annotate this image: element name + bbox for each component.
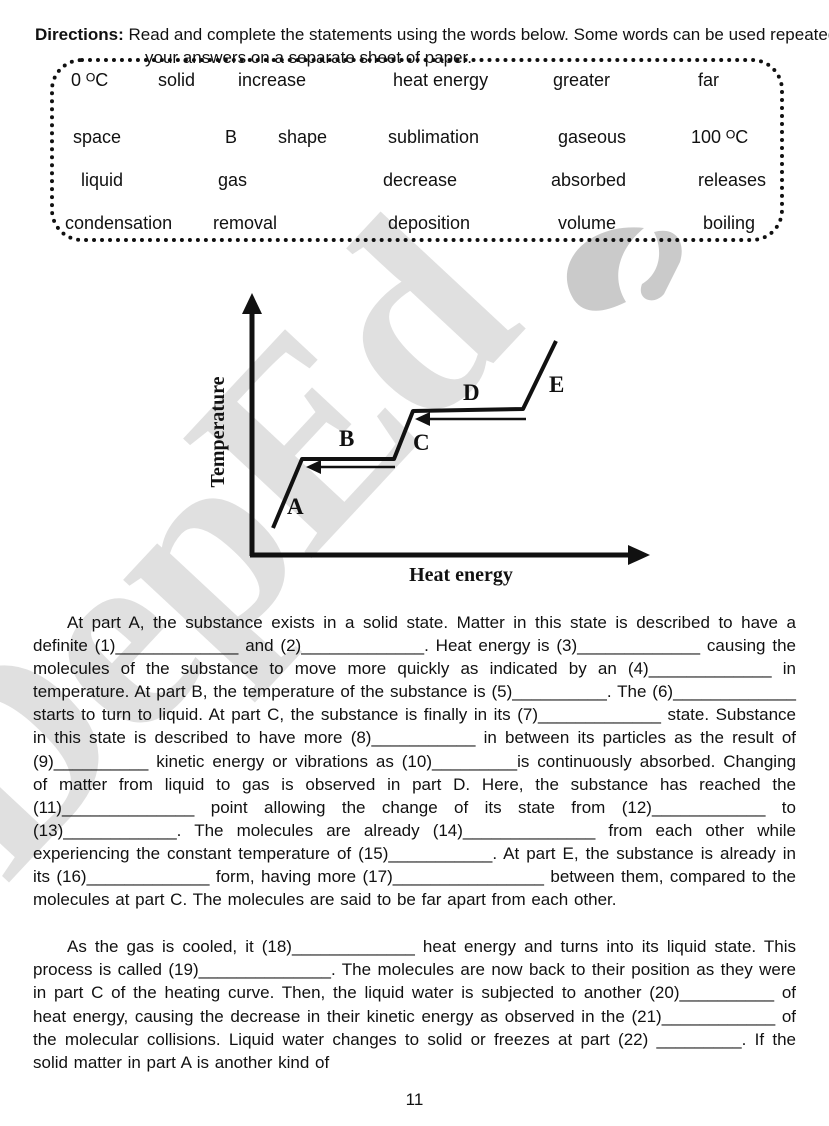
word-bank-item: sublimation (388, 127, 480, 147)
word-bank: 0 ᴼC solid increase heat energy greater … (50, 58, 784, 242)
word-bank-item: greater (553, 70, 611, 90)
word-bank-item: absorbed (551, 170, 627, 190)
curve-label-a: A (287, 494, 304, 519)
heating-curve-plot: A B C D E Temperature Heat energy (207, 293, 650, 586)
y-axis-title: Temperature (207, 376, 229, 487)
x-axis-title: Heat energy (409, 564, 513, 586)
word-bank-item: 0 ᴼC (71, 70, 109, 90)
word-bank-item: space (73, 127, 122, 147)
word-bank-item: shape (278, 127, 328, 147)
word-bank-item: decrease (383, 170, 458, 190)
word-bank-item: 100 ᴼC (691, 127, 749, 147)
paragraph-2: As the gas is cooled, it (18)___________… (33, 937, 796, 1072)
directions-text: Read and complete the statements using t… (123, 25, 829, 67)
word-bank-item: boiling (703, 213, 756, 233)
directions: Directions: Read and complete the statem… (35, 23, 829, 69)
word-bank-item: increase (238, 70, 307, 90)
heating-curve-line (271, 340, 558, 529)
word-bank-item: gas (218, 170, 248, 190)
word-bank-item: liquid (81, 170, 124, 190)
word-bank-item: gaseous (558, 127, 627, 147)
directions-label: Directions: (35, 25, 124, 44)
reverse-arrow-2-head-icon (415, 412, 430, 426)
reverse-arrow-1-head-icon (306, 460, 321, 474)
word-bank-item: deposition (388, 213, 471, 233)
heating-curve-diagram: A B C D E Temperature Heat energy (180, 288, 660, 590)
y-axis-arrow-icon (242, 293, 262, 314)
curve-label-c: C (413, 430, 430, 455)
word-bank-item: heat energy (393, 70, 489, 90)
word-bank-item: B (225, 127, 238, 147)
word-bank-item: solid (158, 70, 196, 90)
body-text: At part A, the substance exists in a sol… (33, 611, 796, 1074)
word-bank-item: releases (698, 170, 767, 190)
curve-label-d: D (463, 380, 480, 405)
paragraph-1: At part A, the substance exists in a sol… (33, 613, 796, 910)
x-axis-arrow-icon (628, 545, 650, 565)
word-bank-item: volume (558, 213, 617, 233)
word-bank-item: removal (213, 213, 278, 233)
page-number: 11 (405, 1090, 424, 1109)
word-bank-item: condensation (65, 213, 173, 233)
word-bank-item: far (698, 70, 720, 90)
curve-label-b: B (339, 426, 354, 451)
curve-label-e: E (549, 372, 564, 397)
